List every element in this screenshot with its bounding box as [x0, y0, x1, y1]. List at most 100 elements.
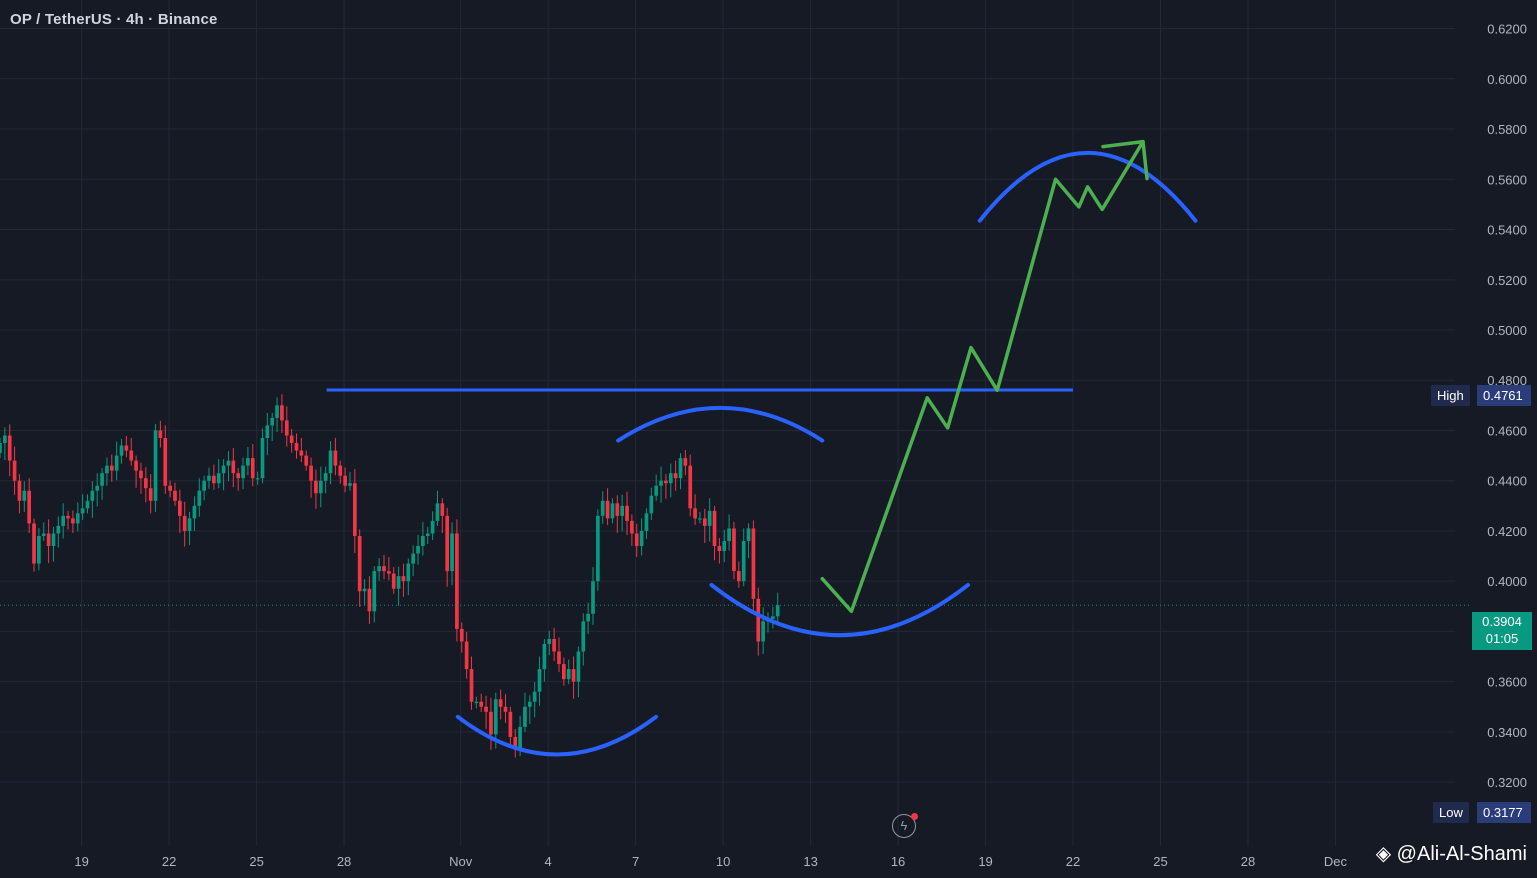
candle-body — [105, 465, 109, 474]
x-tick-label: Nov — [449, 854, 473, 869]
candle-body — [576, 651, 581, 682]
y-tick-label: 0.5800 — [1487, 122, 1527, 137]
candle-body — [241, 465, 245, 479]
candle-body — [100, 473, 104, 486]
candle-body — [382, 566, 386, 572]
y-tick-label: 0.6000 — [1487, 72, 1527, 87]
candle-body — [489, 711, 493, 735]
candle-body — [372, 571, 377, 612]
candle-body — [610, 503, 615, 519]
candle-body — [129, 450, 134, 461]
x-tick-label: 4 — [545, 854, 552, 869]
candle-body — [294, 443, 299, 451]
candle-body — [367, 588, 372, 612]
candle-body — [600, 500, 605, 516]
candle-body — [27, 490, 32, 524]
y-tick-label: 0.4200 — [1487, 524, 1527, 539]
candle-body — [338, 465, 343, 476]
candle-body — [581, 621, 586, 652]
candle-body — [46, 533, 51, 547]
candle-body — [727, 528, 731, 541]
candle-body — [61, 515, 66, 526]
candle-body — [12, 460, 17, 481]
candle-body — [698, 518, 702, 520]
candle-body — [401, 576, 406, 582]
candle-body — [668, 473, 673, 484]
candle-body — [707, 510, 712, 526]
candle-body — [479, 701, 484, 707]
candle-body — [182, 515, 187, 531]
x-tick-label: 7 — [632, 854, 639, 869]
candle-body — [557, 651, 561, 665]
candle-body — [250, 458, 255, 479]
candle-body — [654, 485, 659, 496]
candle-body — [362, 588, 367, 592]
y-tick-label: 0.5600 — [1487, 172, 1527, 187]
y-tick-label: 0.5000 — [1487, 323, 1527, 338]
candle-body — [518, 726, 522, 750]
candle-body — [683, 458, 688, 466]
candle-body — [109, 465, 114, 471]
candle-body — [357, 535, 362, 592]
candle-body — [246, 458, 250, 466]
candle-body — [746, 528, 751, 541]
candle-body — [421, 535, 425, 547]
candle-body — [56, 525, 61, 534]
candle-body — [71, 518, 75, 524]
candle-body — [304, 455, 309, 466]
x-tick-label: 22 — [1066, 854, 1080, 869]
high-value: 0.4761 — [1477, 385, 1531, 406]
y-tick-label: 0.5200 — [1487, 273, 1527, 288]
candle-body — [173, 490, 177, 501]
candle-body — [537, 669, 542, 692]
x-tick-label: 28 — [1241, 854, 1255, 869]
binance-diamond-logo: ◈ — [1375, 843, 1392, 865]
candle-body — [95, 485, 100, 491]
drawing-annotations — [326, 139, 1198, 757]
x-tick-label: 10 — [716, 854, 730, 869]
candle-body — [17, 480, 22, 501]
candle-body — [775, 605, 780, 617]
candle-body — [513, 736, 518, 750]
candle-body — [406, 563, 411, 582]
symbol-title: OP / TetherUS · 4h · Binance — [10, 11, 218, 28]
candle-body — [396, 576, 401, 589]
candle-body — [66, 515, 70, 519]
cap-arc[interactable] — [616, 405, 825, 443]
candle-body — [377, 566, 381, 572]
low-value: 0.3177 — [1477, 802, 1531, 823]
y-tick-label: 0.4800 — [1487, 373, 1527, 388]
candle-body — [80, 508, 85, 514]
candle-body — [532, 691, 537, 702]
cup-arc[interactable] — [455, 714, 659, 757]
x-tick-label: 25 — [249, 854, 263, 869]
cap-arc[interactable] — [977, 150, 1198, 223]
x-tick-label: Dec — [1324, 854, 1348, 869]
lightning-replay-icon[interactable]: ϟ — [892, 814, 916, 838]
candle-body — [634, 533, 639, 547]
candle-body — [498, 699, 503, 707]
candle-body — [299, 450, 304, 456]
candle-body — [343, 475, 347, 486]
candle-body — [177, 500, 182, 516]
candle-body — [139, 470, 143, 479]
candle-body — [741, 540, 746, 582]
candle-body — [226, 460, 231, 466]
candle-body — [571, 669, 576, 682]
candle-body — [761, 621, 765, 642]
candle-body — [440, 503, 445, 516]
chart-grid — [0, 0, 1455, 846]
candle-body — [124, 445, 129, 451]
candle-body — [493, 699, 498, 735]
candle-body — [391, 573, 396, 589]
candle-body — [153, 430, 158, 501]
candle-body — [756, 598, 761, 642]
candle-body — [625, 505, 629, 521]
x-tick-label: 25 — [1153, 854, 1167, 869]
projection-path[interactable] — [820, 139, 1145, 614]
cup-arc[interactable] — [709, 582, 971, 638]
candle-body — [231, 460, 236, 474]
candle-body — [688, 465, 693, 509]
candle-body — [0, 443, 2, 454]
